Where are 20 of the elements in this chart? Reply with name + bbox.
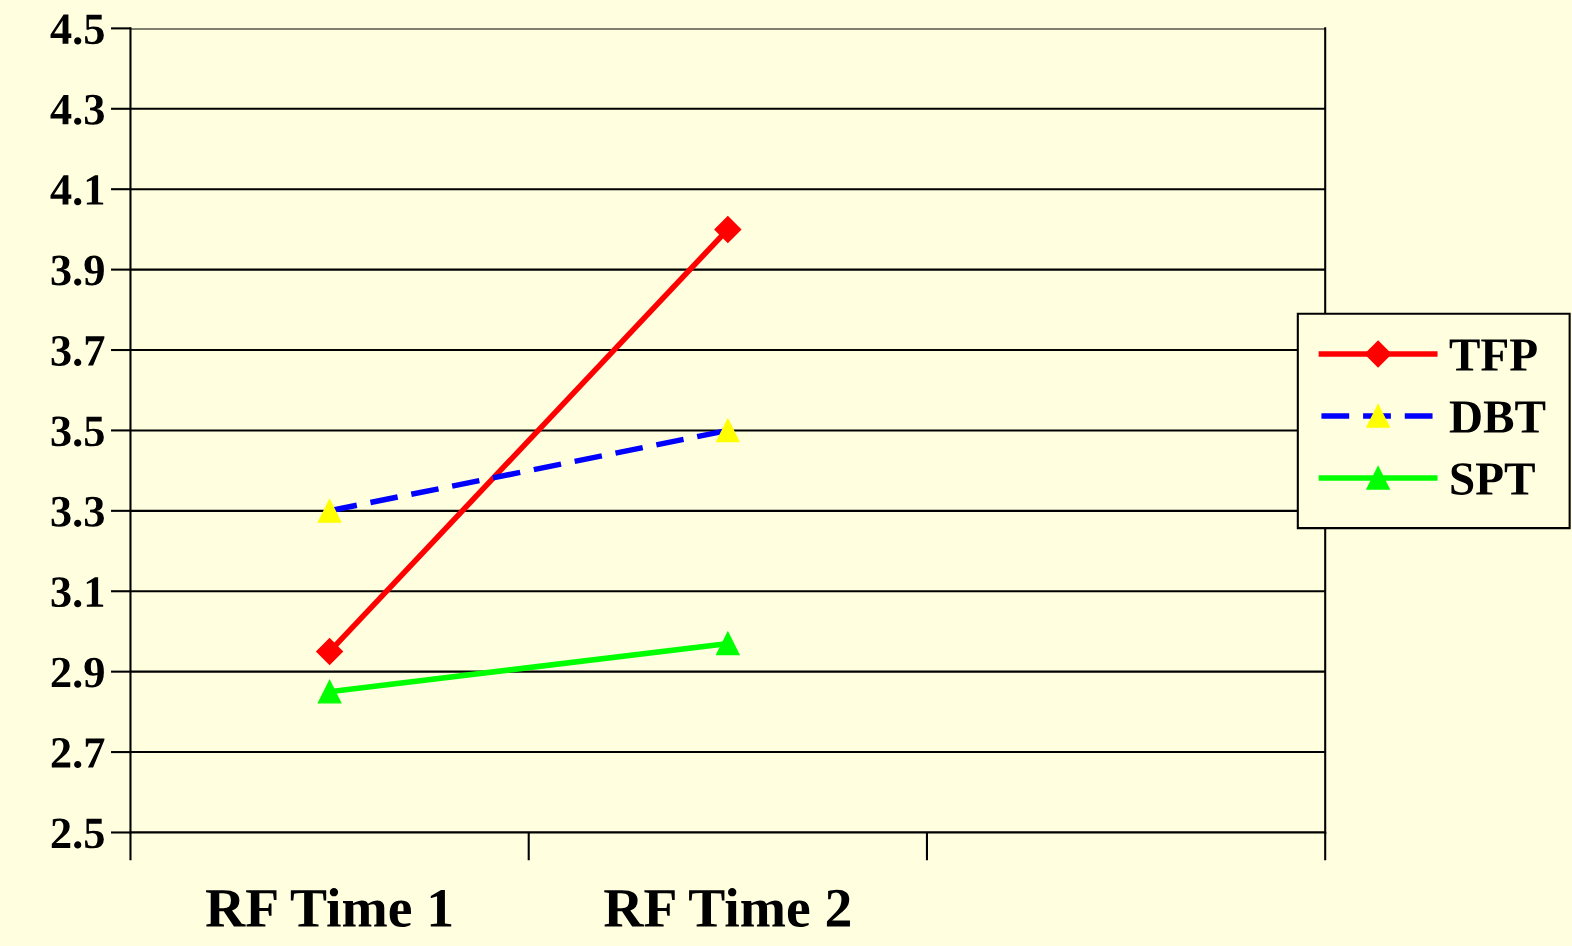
- y-tick-label: 2.7: [51, 738, 105, 769]
- x-tick-label: RF Time 2: [604, 888, 850, 928]
- y-tick-label: 3.9: [51, 255, 104, 286]
- y-tick-label: 4.5: [50, 14, 104, 45]
- x-tick-label: RF Time 1: [206, 888, 452, 928]
- point: [716, 631, 740, 656]
- legend-label: TFP: [1449, 339, 1537, 371]
- y-tick-label: 3.5: [51, 416, 104, 447]
- y-tick-label: 3.1: [51, 577, 104, 608]
- y-tick-label: 2.9: [51, 657, 104, 688]
- legend-label: DBT: [1449, 401, 1546, 433]
- legend-label: SPT: [1451, 463, 1535, 495]
- y-tick-label: 3.7: [51, 336, 105, 367]
- point: [317, 679, 342, 704]
- point: [316, 638, 344, 666]
- point: [714, 215, 742, 243]
- y-tick-label: 2.5: [51, 818, 104, 849]
- y-tick-label: 4.1: [50, 175, 104, 206]
- y-tick-label: 3.3: [51, 496, 104, 527]
- y-tick-label: 4.3: [50, 94, 104, 125]
